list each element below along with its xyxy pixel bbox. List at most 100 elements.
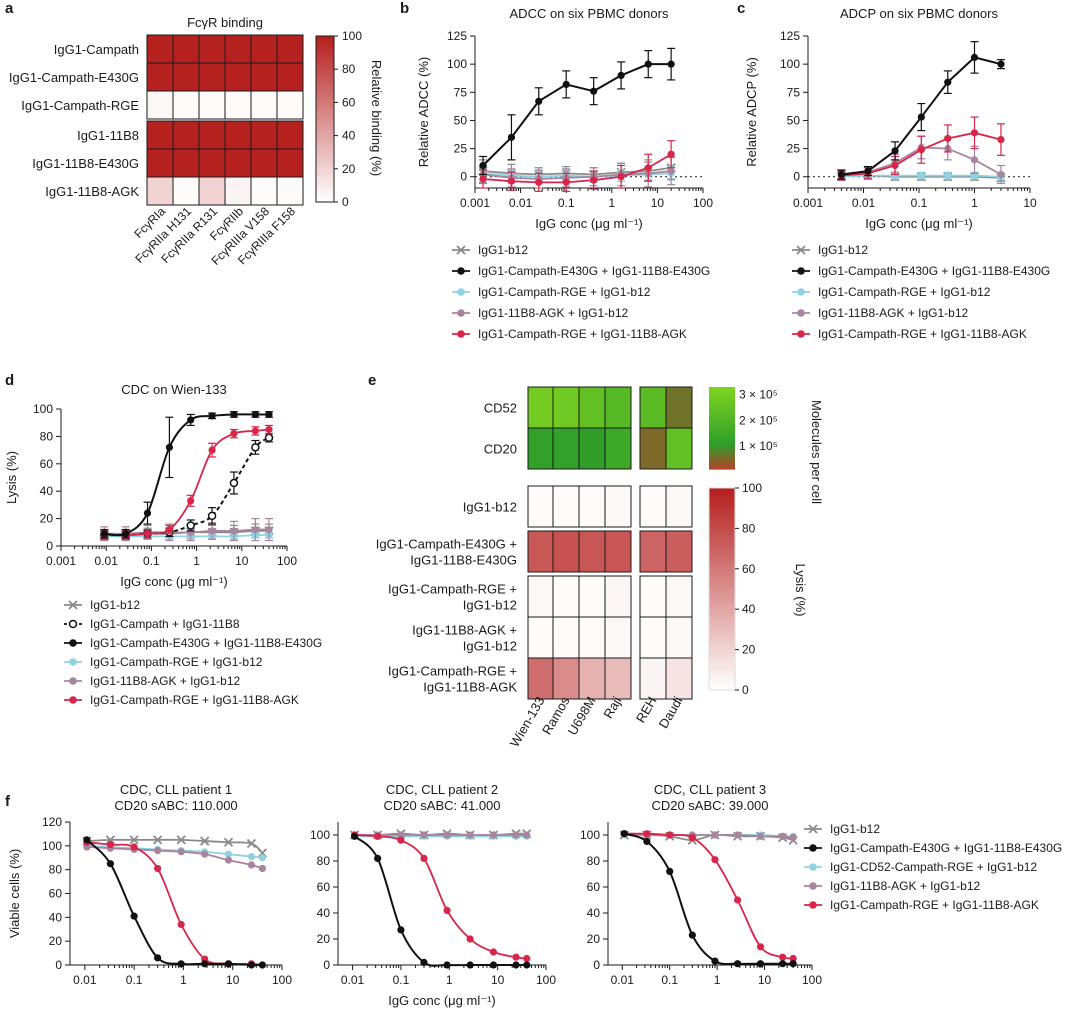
data-point (177, 848, 185, 856)
heatmap-cell (552, 575, 580, 618)
row-label: IgG1-Campath-RGE + IgG1-b12 (388, 582, 517, 613)
chart-title: CDC, CLL patient 2 (386, 782, 498, 797)
heatmap-cell (578, 427, 606, 470)
colorbar-step (316, 69, 334, 73)
colorbar-step (709, 452, 735, 455)
colorbar-step (709, 400, 735, 403)
legend-label: IgG1-11B8-AGK + IgG1-b12 (478, 306, 629, 320)
data-point (466, 935, 474, 943)
y-tick-label: 60 (317, 880, 331, 894)
y-tick-label: 0 (460, 170, 467, 184)
legend-label: IgG1-CD52-Campath-RGE + IgG1-b12 (830, 860, 1037, 874)
heatmap-cell (146, 90, 174, 120)
data-point (251, 525, 260, 534)
data-point (489, 948, 498, 956)
colorbar-step (709, 395, 735, 398)
colorbar-step (709, 683, 735, 688)
data-point (479, 161, 487, 170)
colorbar-step (709, 619, 735, 624)
column-label: Wien-133 (507, 694, 548, 750)
x-tick-label: 0.01 (95, 554, 119, 568)
data-point (667, 150, 675, 158)
heatmap-cell (276, 176, 304, 206)
row-label: CD52 (484, 401, 517, 416)
y-tick-label: 100 (310, 828, 330, 842)
colorbar-step (316, 188, 334, 192)
data-point (130, 912, 138, 920)
colorbar-step (316, 130, 334, 134)
chart-subtitle: CD20 sABC: 39.000 (651, 798, 768, 813)
chart-d: 0.001 0.01 0.1 1 10 100 0 20 40 60 80 100 CDC on Wie… (4, 382, 322, 707)
heatmap-cell (604, 657, 632, 700)
heatmap-cell (224, 176, 252, 206)
data-point (200, 836, 210, 846)
series-rge_agk (100, 424, 274, 540)
heatmap-cell (527, 575, 555, 618)
heatmap-cell (527, 485, 555, 528)
heatmap-cell (527, 616, 555, 659)
colorbar-step (709, 465, 735, 468)
row-label-line: IgG1-Campath-RGE + (388, 582, 517, 597)
data-point (489, 961, 498, 969)
y-tick-label: 40 (587, 906, 601, 920)
colorbar-step (709, 388, 735, 391)
colorbar-step (709, 518, 735, 523)
row-label-line: IgG1-b12 (463, 598, 517, 613)
heatmap-cell (198, 176, 226, 206)
legend-marker (809, 901, 817, 909)
colorbar-step (709, 673, 735, 678)
colorbar-step (709, 508, 735, 513)
data-point (970, 156, 979, 164)
x-tick-label: 100 (277, 554, 297, 568)
heatmap-cell (665, 427, 693, 470)
colorbar-step (709, 669, 735, 674)
data-point (397, 831, 405, 839)
colorbar-tick-label: 0 (342, 195, 349, 209)
y-tick-label: 20 (40, 512, 54, 526)
y-tick-label: 0 (323, 958, 330, 972)
colorbar-step (316, 135, 334, 139)
heatmap-cell (276, 34, 304, 64)
x-axis-label: IgG conc (μg ml⁻¹) (120, 574, 228, 589)
legend-marker (797, 330, 805, 338)
data-point (247, 961, 256, 969)
row-label: IgG1-Campath-E430G + IgG1-11B8-E430G (376, 537, 517, 568)
x-tick-label: 0.1 (126, 973, 143, 987)
series-line (354, 834, 527, 960)
colorbar-step (709, 457, 735, 460)
heatmap-cell (172, 176, 200, 206)
colorbar-step (316, 63, 334, 68)
y-tick-label: 100 (33, 402, 53, 416)
heatmap-cell (224, 62, 252, 92)
data-point (644, 60, 652, 68)
legend-marker (69, 677, 77, 685)
colorbar-step (316, 199, 334, 203)
heatmap-cell (552, 427, 580, 470)
colorbar-step (316, 38, 334, 43)
data-point (229, 478, 239, 488)
data-point (201, 850, 209, 858)
heatmap-cell (250, 90, 278, 120)
data-point (997, 170, 1005, 179)
colorbar-tick-label: 80 (342, 62, 356, 76)
heatmap-cell (146, 62, 174, 92)
x-tick-label: 0.1 (661, 973, 678, 987)
heatmap-cell (578, 530, 606, 573)
heatmap-cell (146, 120, 174, 150)
data-point (246, 838, 257, 849)
colorbar-step (316, 119, 334, 123)
x-tick-label: 1 (180, 973, 187, 987)
heatmap-cell (604, 575, 632, 618)
colorbar-step (709, 555, 735, 560)
row-label: CD20 (484, 442, 517, 457)
y-axis-label: Relative ADCC (%) (416, 57, 431, 168)
y-tick-label: 60 (587, 880, 601, 894)
chart-a: FcγR binding IgG1-Campath IgG1-Campath-E43… (9, 15, 384, 268)
data-point (247, 852, 256, 861)
heatmap-cell (578, 575, 606, 618)
colorbar-step (709, 565, 735, 570)
colorbar-step (709, 488, 735, 492)
colorbar-step (709, 538, 735, 543)
colorbar-step (316, 107, 334, 112)
data-point (666, 831, 674, 839)
